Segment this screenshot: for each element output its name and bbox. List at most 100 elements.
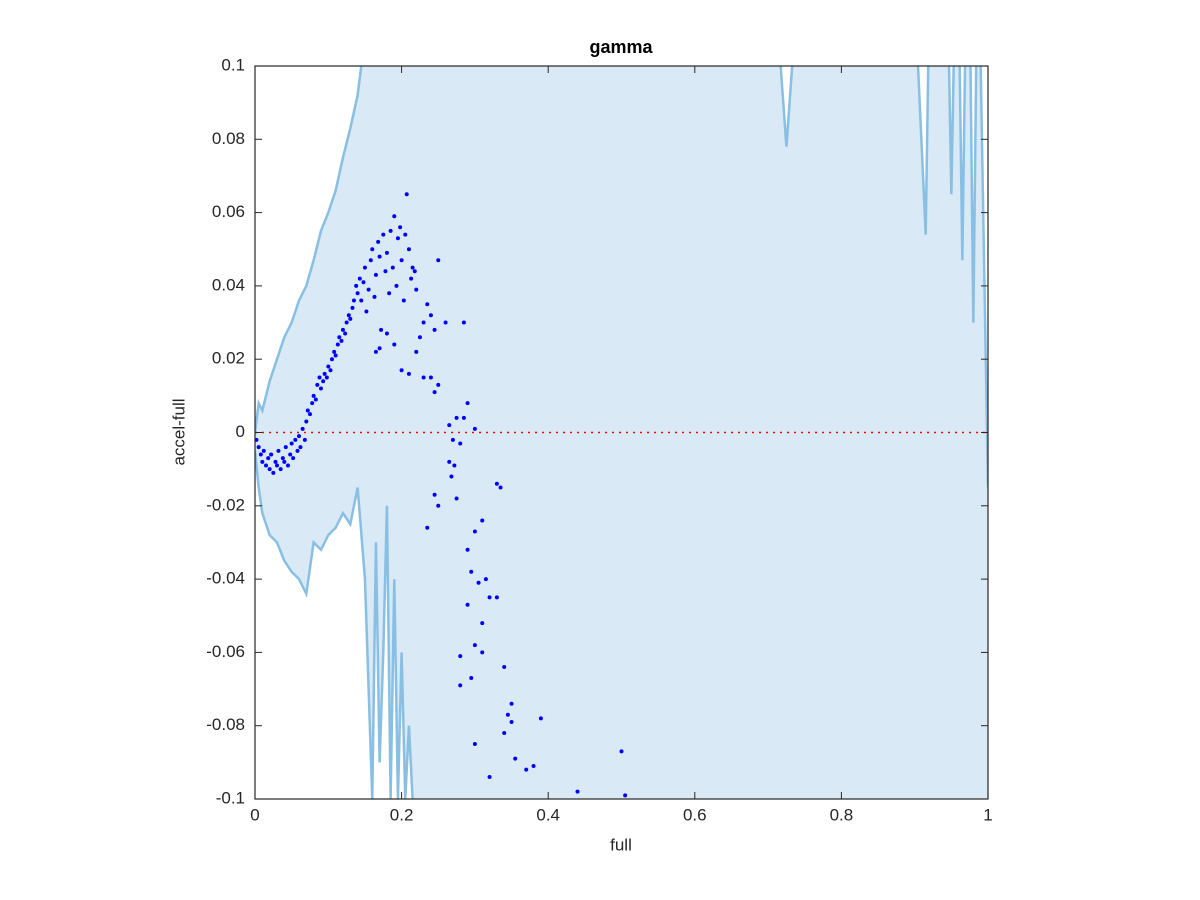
data-point — [410, 265, 415, 270]
data-point — [454, 415, 459, 420]
x-tick-label: 0.6 — [683, 805, 707, 824]
data-point — [472, 426, 477, 431]
data-point — [381, 232, 386, 237]
data-point — [494, 595, 499, 600]
data-point — [428, 375, 433, 380]
data-point — [454, 496, 459, 501]
data-point — [377, 254, 382, 259]
data-point — [328, 368, 333, 373]
y-tick-label: 0 — [236, 422, 245, 441]
data-point — [271, 470, 276, 475]
data-point — [425, 302, 430, 307]
data-point — [388, 228, 393, 233]
data-point — [476, 580, 481, 585]
data-point — [269, 452, 274, 457]
data-point — [366, 287, 371, 292]
data-point — [302, 437, 307, 442]
data-point — [376, 239, 381, 244]
data-point — [436, 258, 441, 263]
y-axis-label: accel-full — [169, 398, 188, 465]
data-point — [317, 375, 322, 380]
data-point — [273, 459, 278, 464]
data-point — [260, 459, 265, 464]
data-point — [332, 349, 337, 354]
data-point — [465, 547, 470, 552]
x-tick-label: 0.4 — [536, 805, 560, 824]
data-point — [255, 437, 259, 442]
data-point — [329, 357, 334, 362]
data-point — [387, 291, 392, 296]
data-point — [403, 232, 408, 237]
y-tick-label: -0.08 — [206, 715, 245, 734]
y-tick-label: 0.02 — [212, 349, 245, 368]
data-point — [414, 287, 419, 292]
data-point — [509, 720, 514, 725]
data-point — [357, 276, 362, 281]
data-point — [450, 437, 455, 442]
data-point — [461, 415, 466, 420]
data-point — [465, 602, 470, 607]
data-point — [447, 423, 452, 428]
data-point — [480, 518, 485, 523]
data-point — [421, 320, 426, 325]
x-tick-label: 1 — [983, 805, 992, 824]
data-point — [458, 683, 463, 688]
data-point — [469, 569, 474, 574]
data-point — [377, 346, 382, 351]
data-point — [401, 298, 406, 303]
data-point — [300, 426, 305, 431]
data-point — [436, 382, 441, 387]
data-point — [394, 283, 399, 288]
data-point — [289, 441, 294, 446]
data-point — [373, 349, 378, 354]
data-point — [266, 456, 271, 461]
data-point — [298, 445, 303, 450]
chart-title: gamma — [589, 37, 653, 57]
y-tick-label: -0.1 — [216, 788, 245, 807]
data-point — [295, 448, 300, 453]
data-point — [458, 441, 463, 446]
data-point — [538, 716, 543, 721]
data-point — [428, 313, 433, 318]
data-point — [452, 463, 457, 468]
plot-area — [255, 66, 988, 799]
data-point — [502, 665, 507, 670]
data-point — [487, 775, 492, 780]
data-point — [288, 452, 293, 457]
y-tick-label: 0.04 — [212, 275, 245, 294]
data-point — [498, 485, 503, 490]
data-point — [362, 265, 367, 270]
data-point — [318, 386, 323, 391]
data-point — [364, 309, 369, 314]
data-point — [296, 434, 301, 439]
data-point — [359, 298, 364, 303]
data-point — [502, 731, 507, 736]
data-point — [305, 408, 310, 413]
data-point — [350, 305, 355, 310]
x-axis-label: full — [610, 835, 632, 854]
data-point — [392, 342, 397, 347]
data-point — [619, 749, 624, 754]
data-point — [383, 269, 388, 274]
data-point — [469, 676, 474, 681]
data-point — [370, 247, 375, 252]
data-point — [509, 701, 514, 706]
data-point — [417, 335, 422, 340]
band-fill — [255, 66, 988, 799]
data-point — [368, 258, 373, 263]
data-point — [355, 291, 360, 296]
data-point — [324, 375, 329, 380]
data-point — [414, 349, 419, 354]
data-point — [505, 712, 510, 717]
data-point — [524, 767, 529, 772]
data-point — [409, 276, 414, 281]
data-point — [395, 236, 400, 241]
data-point — [348, 316, 353, 321]
data-point — [472, 742, 477, 747]
data-point — [432, 390, 437, 395]
data-point — [256, 445, 261, 450]
data-point — [379, 327, 384, 332]
data-point — [373, 272, 378, 277]
data-point — [293, 437, 298, 442]
